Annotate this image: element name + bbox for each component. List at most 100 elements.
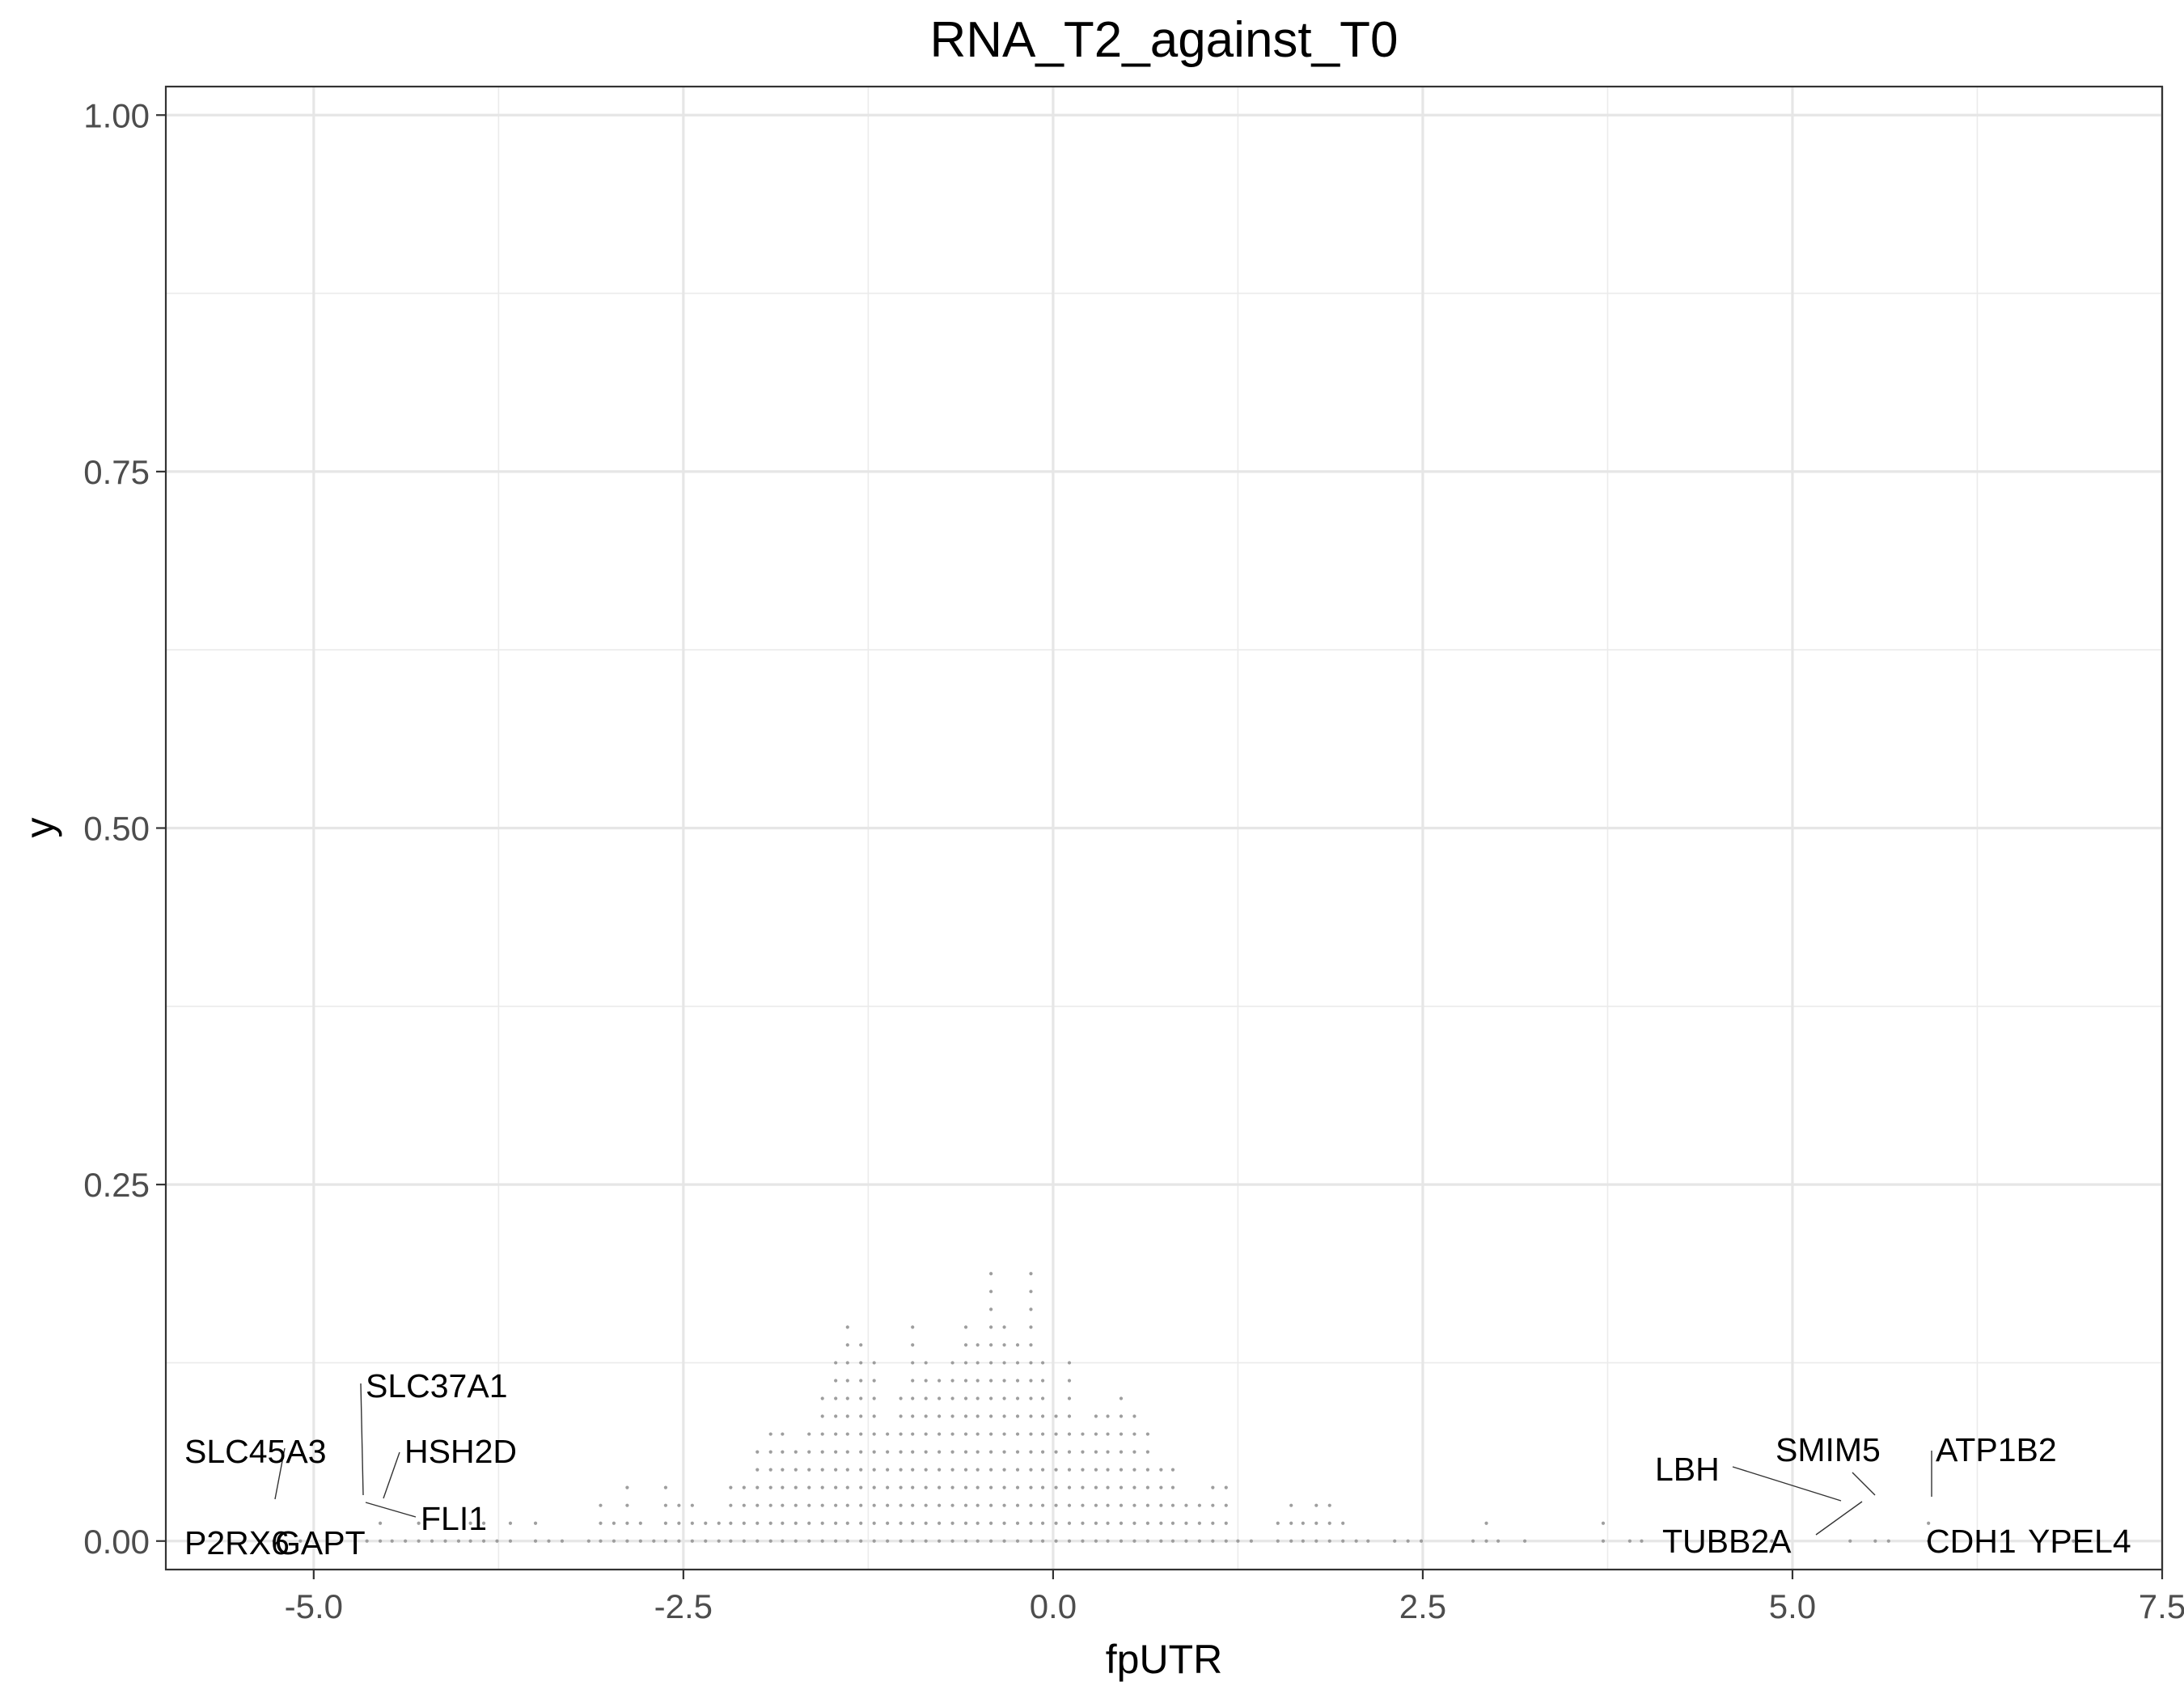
data-point: [1067, 1379, 1072, 1383]
data-point: [924, 1396, 928, 1400]
data-point: [845, 1414, 849, 1418]
data-point: [1067, 1361, 1072, 1365]
data-point: [834, 1379, 838, 1383]
data-point: [1601, 1539, 1606, 1543]
data-point: [1132, 1414, 1136, 1418]
data-point: [899, 1432, 903, 1436]
data-point: [625, 1521, 629, 1525]
data-point: [1106, 1414, 1110, 1418]
data-points: [258, 1272, 2076, 1543]
x-tick-label: 0.0: [1030, 1587, 1077, 1625]
data-point: [1627, 1539, 1632, 1543]
data-point: [886, 1485, 890, 1489]
data-point: [1002, 1521, 1006, 1525]
data-point: [1132, 1503, 1136, 1507]
y-axis: 0.00 0.25 0.50 0.75 1.00: [83, 96, 166, 1561]
data-point: [768, 1539, 772, 1543]
data-point: [1081, 1539, 1085, 1543]
data-point: [989, 1539, 993, 1543]
label-leader-line: [383, 1451, 400, 1499]
data-point: [1002, 1361, 1006, 1365]
data-point: [807, 1485, 811, 1489]
data-point: [1170, 1521, 1175, 1525]
data-point: [1132, 1485, 1136, 1489]
data-point: [1081, 1432, 1085, 1436]
x-axis-title: fpUTR: [1106, 1637, 1222, 1682]
data-point: [781, 1521, 785, 1525]
data-point: [924, 1539, 928, 1543]
data-point: [1522, 1539, 1527, 1543]
data-point: [989, 1503, 993, 1507]
data-point: [1184, 1503, 1188, 1507]
data-point: [1054, 1432, 1058, 1436]
data-point: [963, 1379, 968, 1383]
data-point: [1419, 1539, 1424, 1543]
data-point: [859, 1468, 863, 1472]
data-point: [781, 1468, 785, 1472]
data-point: [1341, 1521, 1345, 1525]
data-point: [950, 1539, 954, 1543]
data-point: [1170, 1539, 1175, 1543]
data-point: [859, 1521, 863, 1525]
data-point: [911, 1485, 915, 1489]
label-leader-line: [360, 1383, 364, 1496]
data-point: [899, 1450, 903, 1454]
data-point: [1276, 1539, 1280, 1543]
data-point: [1770, 1539, 1774, 1543]
data-point: [899, 1396, 903, 1400]
data-point: [976, 1414, 980, 1418]
data-point: [1170, 1503, 1175, 1507]
data-point: [950, 1450, 954, 1454]
data-point: [989, 1272, 993, 1276]
data-point: [938, 1450, 942, 1454]
data-point: [963, 1325, 968, 1329]
data-point: [1327, 1521, 1331, 1525]
data-point: [742, 1485, 746, 1489]
data-point: [756, 1485, 760, 1489]
data-point: [1040, 1361, 1045, 1365]
data-point: [599, 1539, 603, 1543]
data-point: [886, 1450, 890, 1454]
data-point: [1040, 1539, 1045, 1543]
data-point: [1029, 1379, 1033, 1383]
data-point: [950, 1485, 954, 1489]
data-point: [1106, 1468, 1110, 1472]
x-axis: -5.0 -2.5 0.0 2.5 5.0 7.5: [285, 1570, 2184, 1625]
data-point: [989, 1485, 993, 1489]
data-point: [1249, 1539, 1253, 1543]
data-point: [807, 1521, 811, 1525]
data-point: [963, 1396, 968, 1400]
data-point: [924, 1503, 928, 1507]
data-point: [781, 1450, 785, 1454]
data-point: [911, 1539, 915, 1543]
data-point: [690, 1503, 694, 1507]
x-tick-label: -5.0: [285, 1587, 343, 1625]
data-point: [938, 1432, 942, 1436]
data-point: [1197, 1503, 1201, 1507]
data-point: [1029, 1361, 1033, 1365]
data-point: [1224, 1521, 1228, 1525]
data-point: [1119, 1468, 1124, 1472]
data-point: [378, 1521, 383, 1525]
data-point: [768, 1432, 772, 1436]
data-point: [756, 1503, 760, 1507]
data-point: [1015, 1468, 1020, 1472]
data-point: [1484, 1521, 1488, 1525]
data-point: [1640, 1539, 1644, 1543]
data-point: [1015, 1503, 1020, 1507]
data-point: [834, 1450, 838, 1454]
data-point: [807, 1450, 811, 1454]
data-point: [547, 1539, 551, 1543]
data-point: [924, 1432, 928, 1436]
data-point: [911, 1432, 915, 1436]
data-point: [756, 1468, 760, 1472]
data-point: [1301, 1539, 1305, 1543]
data-point: [886, 1432, 890, 1436]
data-point: [1067, 1396, 1072, 1400]
data-point: [794, 1450, 798, 1454]
data-point: [911, 1414, 915, 1418]
data-point: [1081, 1450, 1085, 1454]
data-point: [533, 1539, 538, 1543]
data-point: [872, 1396, 876, 1400]
